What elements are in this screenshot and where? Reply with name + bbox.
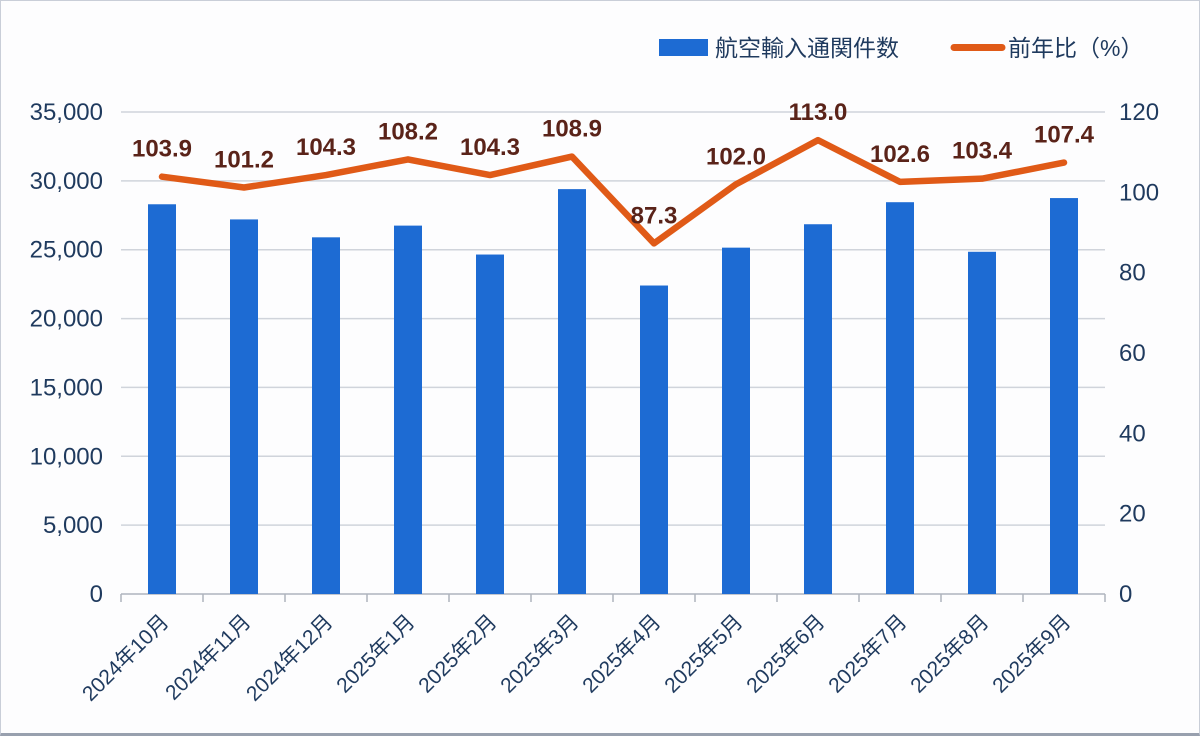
bar-2024年12月: [312, 237, 340, 594]
bar-2024年11月: [230, 219, 258, 594]
x-axis-category-label: 2025年1月: [332, 610, 419, 697]
x-axis-category-label: 2025年9月: [988, 610, 1075, 697]
x-axis-category-label: 2025年2月: [414, 610, 501, 697]
left-axis-tick-label: 5,000: [43, 512, 103, 539]
bar-2025年6月: [804, 224, 832, 595]
bar-2025年9月: [1050, 198, 1078, 595]
yoy-line: [158, 136, 1068, 247]
line-data-label: 87.3: [631, 202, 678, 229]
line-data-label: 107.4: [1034, 122, 1095, 149]
x-axis-category-label: 2024年11月: [161, 610, 255, 704]
line-data-label: 102.0: [706, 143, 766, 170]
x-axis-category-label: 2024年12月: [242, 610, 338, 706]
x-axis-category-label: 2025年5月: [660, 610, 747, 697]
right-axis-tick-label: 80: [1119, 260, 1146, 287]
line-data-label: 103.9: [132, 136, 192, 163]
line-data-label: 108.2: [378, 118, 438, 145]
right-axis-tick-label: 40: [1119, 420, 1146, 447]
bar-2024年10月: [148, 204, 176, 595]
legend-label-line: 前年比（%）: [1008, 35, 1143, 61]
x-axis-category-label: 2025年7月: [824, 610, 911, 697]
left-axis-tick-label: 10,000: [30, 443, 103, 470]
line-data-label: 108.9: [542, 116, 602, 143]
x-axis-category-label: 2025年4月: [578, 610, 665, 697]
x-axis-category-label: 2024年10月: [78, 610, 174, 706]
x-axis-category-label: 2025年8月: [906, 610, 993, 697]
right-axis-tick-label: 100: [1119, 179, 1159, 206]
right-axis-tick-label: 0: [1119, 581, 1132, 608]
x-axis-category-label: 2025年6月: [742, 610, 829, 697]
bar-2025年1月: [394, 225, 422, 594]
line-data-label: 102.6: [870, 141, 930, 168]
right-axis-tick-label: 20: [1119, 501, 1146, 528]
line-data-label: 103.4: [952, 138, 1013, 165]
line-data-label: 104.3: [296, 134, 356, 161]
bar-2025年8月: [968, 251, 996, 594]
bar-2025年4月: [640, 285, 668, 594]
left-axis-tick-label: 35,000: [30, 99, 103, 126]
line-data-label: 104.3: [460, 134, 520, 161]
line-data-label: 101.2: [214, 147, 274, 174]
x-axis-category-label: 2025年3月: [496, 610, 583, 697]
left-axis-tick-label: 0: [90, 581, 103, 608]
legend-label-bars: 航空輸入通関件数: [715, 35, 899, 61]
left-axis-tick-label: 15,000: [30, 374, 103, 401]
left-axis-tick-label: 30,000: [30, 168, 103, 195]
line-data-label: 113.0: [789, 99, 848, 126]
bar-2025年5月: [722, 247, 750, 595]
right-axis-tick-label: 120: [1119, 99, 1159, 126]
right-axis-tick-label: 60: [1119, 340, 1146, 367]
legend-bar-swatch: [659, 39, 708, 56]
left-axis-tick-label: 25,000: [30, 237, 103, 264]
left-axis-tick-label: 20,000: [30, 306, 103, 333]
bar-2025年3月: [558, 189, 586, 594]
bar-2025年2月: [476, 254, 504, 594]
bar-2025年7月: [886, 202, 914, 594]
